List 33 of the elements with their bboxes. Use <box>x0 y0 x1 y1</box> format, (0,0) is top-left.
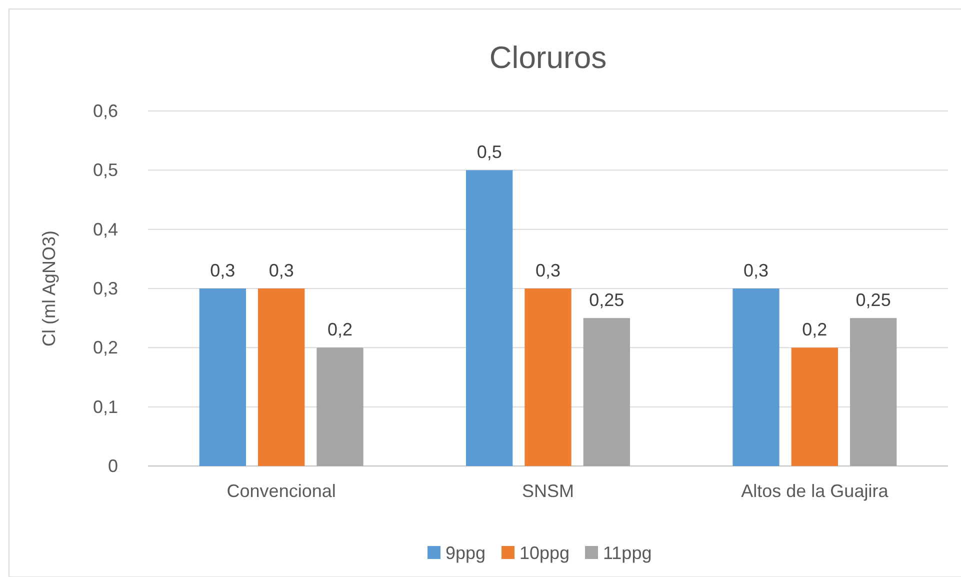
bar <box>466 170 513 466</box>
y-tick-label: 0,4 <box>92 219 118 240</box>
legend-label: 11ppg <box>603 543 652 563</box>
x-tick-label: SNSM <box>522 481 574 501</box>
legend-label: 9ppg <box>446 543 486 563</box>
bar <box>791 348 838 466</box>
data-label: 0,25 <box>856 290 891 310</box>
bar <box>850 318 897 466</box>
y-tick-label: 0 <box>108 456 118 476</box>
data-label: 0,3 <box>210 260 236 280</box>
y-tick-label: 0,3 <box>92 278 118 298</box>
data-label: 0,2 <box>327 320 353 340</box>
y-tick-label: 0,2 <box>92 338 118 358</box>
data-label: 0,5 <box>476 142 502 162</box>
y-axis-title: Cl (ml AgNO3) <box>39 230 59 347</box>
y-tick-label: 0,1 <box>92 396 118 417</box>
data-label: 0,3 <box>535 260 561 280</box>
chart-title: Cloruros <box>489 40 607 75</box>
x-tick-label: Altos de la Guajira <box>741 481 890 501</box>
bar <box>316 348 364 466</box>
data-label: 0,3 <box>743 260 769 280</box>
bar <box>732 288 780 466</box>
legend-label: 10ppg <box>520 543 570 563</box>
bar <box>258 288 305 466</box>
x-tick-label: Convencional <box>226 481 336 501</box>
y-tick-label: 0,5 <box>92 160 118 180</box>
data-label: 0,25 <box>589 290 624 310</box>
bar <box>524 288 572 466</box>
data-label: 0,3 <box>268 260 294 280</box>
data-label: 0,2 <box>802 320 828 340</box>
y-tick-label: 0,6 <box>92 101 118 121</box>
bar <box>583 318 630 466</box>
bar <box>199 288 246 466</box>
